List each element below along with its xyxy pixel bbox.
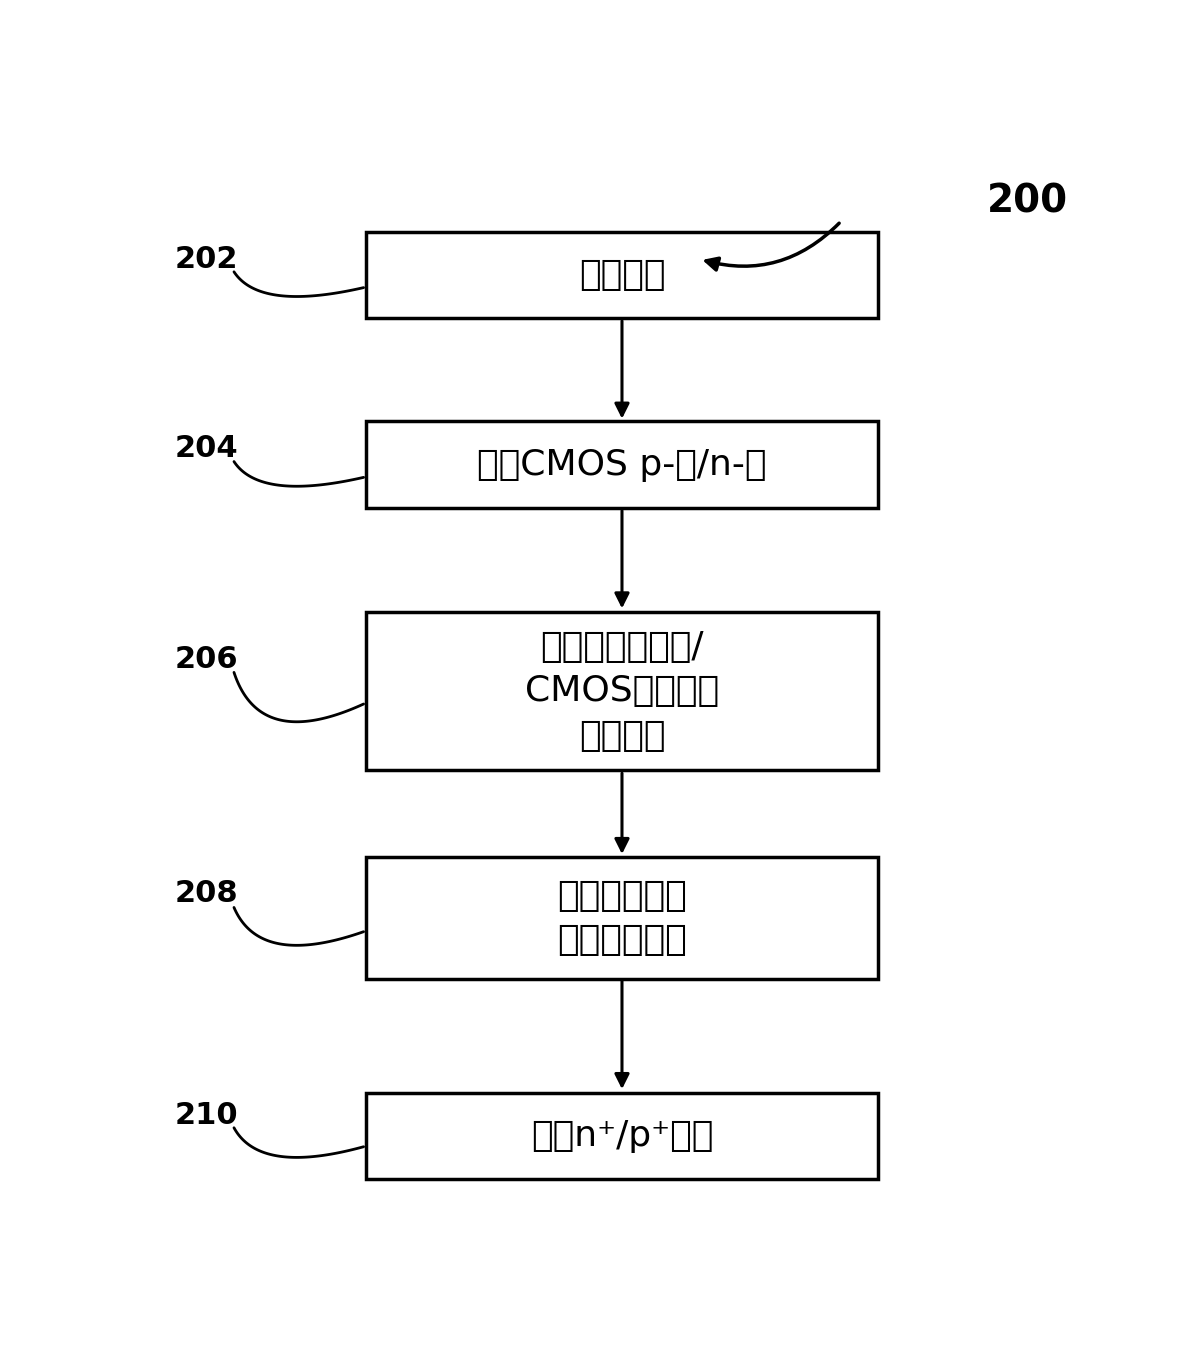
Text: 202: 202 xyxy=(174,245,238,274)
Text: 注入CMOS p-阱/n-阱: 注入CMOS p-阱/n-阱 xyxy=(477,448,767,482)
FancyBboxPatch shape xyxy=(366,1092,878,1180)
Text: 210: 210 xyxy=(174,1101,238,1129)
FancyBboxPatch shape xyxy=(366,422,878,508)
Text: 在栅极氧化物
上沉积多晶硅: 在栅极氧化物 上沉积多晶硅 xyxy=(557,879,687,957)
Text: 200: 200 xyxy=(987,182,1068,220)
Text: 206: 206 xyxy=(174,645,238,674)
FancyBboxPatch shape xyxy=(366,612,878,771)
FancyBboxPatch shape xyxy=(366,857,878,979)
Text: 形成衬底: 形成衬底 xyxy=(578,257,666,292)
FancyBboxPatch shape xyxy=(366,231,878,318)
Text: 208: 208 xyxy=(174,879,238,908)
Text: 注入n⁺/p⁺区域: 注入n⁺/p⁺区域 xyxy=(531,1120,713,1153)
Text: 形成栅极氧化物/
CMOS阈值电压
沟道调节: 形成栅极氧化物/ CMOS阈值电压 沟道调节 xyxy=(525,630,719,753)
Text: 204: 204 xyxy=(174,434,238,463)
